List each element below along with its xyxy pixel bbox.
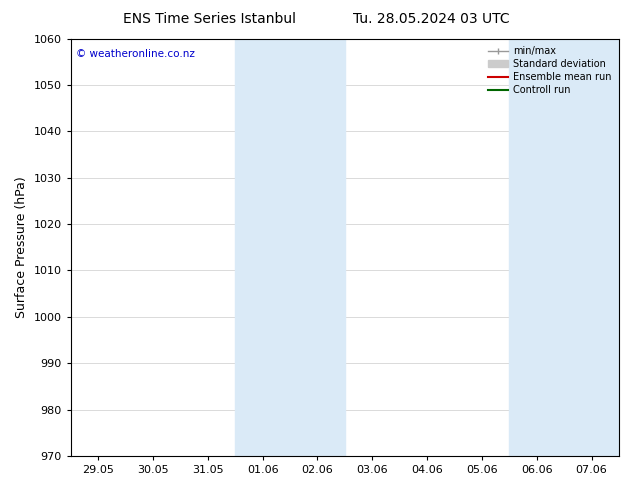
Y-axis label: Surface Pressure (hPa): Surface Pressure (hPa) [15, 176, 28, 318]
Text: ENS Time Series Istanbul: ENS Time Series Istanbul [123, 12, 295, 26]
Legend: min/max, Standard deviation, Ensemble mean run, Controll run: min/max, Standard deviation, Ensemble me… [486, 44, 614, 98]
Bar [235, 39, 345, 456]
Text: © weatheronline.co.nz: © weatheronline.co.nz [76, 49, 195, 59]
Text: Tu. 28.05.2024 03 UTC: Tu. 28.05.2024 03 UTC [353, 12, 510, 26]
Bar [509, 39, 619, 456]
